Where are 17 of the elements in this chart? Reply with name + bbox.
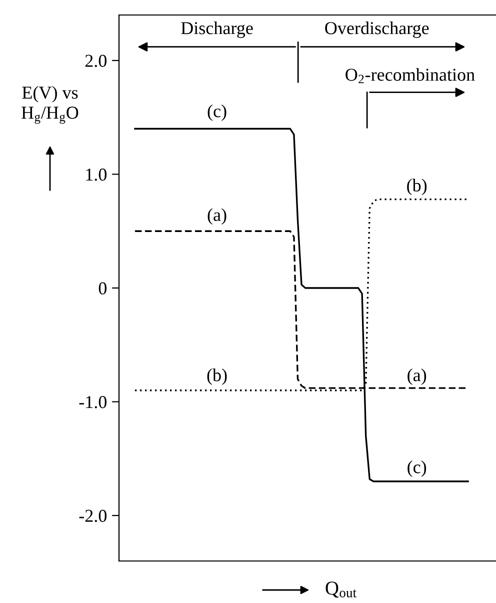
- y-tick-label: -1.0: [79, 396, 107, 408]
- annotation: (b): [207, 368, 227, 385]
- annotation: Overdischarge: [325, 22, 429, 38]
- y-tick-label: 1.0: [86, 168, 107, 181]
- annotation: (c): [408, 460, 426, 477]
- y-tick-label: 2.0: [85, 54, 107, 68]
- annotation: (a): [408, 368, 426, 385]
- y-tick-label: -2.0: [79, 510, 107, 522]
- annotation: O$_{2}$-recombination: [346, 68, 475, 84]
- annotation: (b): [407, 178, 427, 196]
- annotation: Discharge: [181, 22, 253, 38]
- y-axis-title: E(V) vs H$_{g}$/H$_{g}$O: [22, 86, 78, 124]
- annotation: (c): [208, 104, 226, 121]
- line-series: [134, 128, 469, 482]
- annotation: (a): [208, 208, 226, 225]
- y-tick-label: 0: [98, 282, 107, 294]
- x-axis-title: Q$_{out}$: [326, 582, 356, 598]
